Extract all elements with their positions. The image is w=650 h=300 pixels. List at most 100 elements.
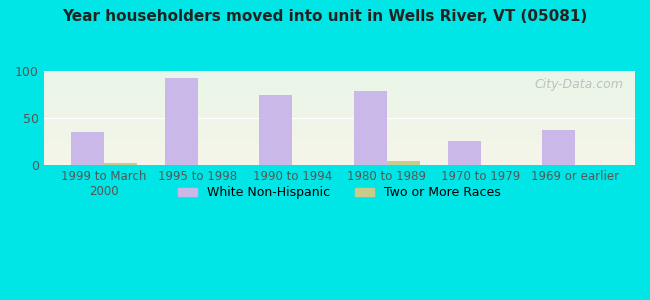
Bar [44, 159, 635, 160]
Bar [44, 147, 635, 148]
Bar [44, 136, 635, 137]
Bar [44, 135, 635, 136]
Bar [44, 114, 635, 116]
Bar [44, 118, 635, 119]
Bar [44, 121, 635, 122]
Bar [44, 89, 635, 90]
Bar [44, 123, 635, 124]
Bar [354, 91, 387, 165]
Bar [44, 81, 635, 82]
Bar [44, 139, 635, 140]
Bar [44, 161, 635, 162]
Bar [44, 85, 635, 86]
Bar [44, 97, 635, 98]
Bar [44, 102, 635, 103]
Bar [448, 141, 481, 165]
Bar [44, 130, 635, 131]
Bar [259, 94, 292, 165]
Bar [44, 91, 635, 92]
Bar [44, 116, 635, 117]
Bar [44, 105, 635, 106]
Bar [44, 103, 635, 104]
Bar [44, 151, 635, 152]
Bar [44, 111, 635, 112]
Bar [44, 122, 635, 123]
Bar [44, 86, 635, 87]
Bar [44, 113, 635, 114]
Text: City-Data.com: City-Data.com [534, 78, 623, 91]
Bar [44, 126, 635, 127]
Bar [44, 106, 635, 107]
Bar [44, 92, 635, 93]
Bar [44, 109, 635, 110]
Bar [44, 155, 635, 156]
Bar [44, 87, 635, 88]
Bar [44, 157, 635, 158]
Bar [71, 132, 103, 165]
Bar [44, 148, 635, 149]
Legend: White Non-Hispanic, Two or More Races: White Non-Hispanic, Two or More Races [173, 182, 506, 204]
Bar [44, 153, 635, 154]
Bar [44, 110, 635, 111]
Bar [44, 74, 635, 75]
Bar [44, 163, 635, 164]
Bar [44, 120, 635, 121]
Bar [44, 149, 635, 150]
Bar [542, 130, 575, 165]
Bar [44, 88, 635, 89]
Bar [44, 76, 635, 77]
Bar [44, 152, 635, 153]
Bar [44, 124, 635, 125]
Bar [44, 125, 635, 126]
Bar [44, 119, 635, 120]
Bar [44, 162, 635, 163]
Bar [44, 127, 635, 128]
Bar [44, 100, 635, 101]
Bar [44, 146, 635, 147]
Bar [44, 160, 635, 161]
Bar [44, 101, 635, 102]
Bar [44, 75, 635, 76]
Bar [44, 137, 635, 138]
Bar [44, 108, 635, 109]
Bar [44, 72, 635, 73]
Bar [44, 94, 635, 95]
Bar [44, 150, 635, 151]
Bar [44, 140, 635, 141]
Bar [44, 71, 635, 72]
Bar [44, 90, 635, 91]
Bar [44, 82, 635, 83]
Bar [44, 95, 635, 97]
Bar [165, 78, 198, 165]
Bar [44, 112, 635, 113]
Bar [103, 163, 136, 165]
Bar [44, 93, 635, 94]
Bar [44, 73, 635, 74]
Bar [44, 156, 635, 157]
Bar [44, 131, 635, 132]
Bar [44, 141, 635, 142]
Bar [44, 164, 635, 165]
Bar [44, 128, 635, 129]
Bar [44, 158, 635, 159]
Bar [44, 133, 635, 134]
Bar [44, 84, 635, 85]
Bar [44, 80, 635, 81]
Bar [44, 138, 635, 139]
Bar [44, 79, 635, 80]
Bar [387, 161, 419, 165]
Bar [44, 77, 635, 78]
Bar [44, 144, 635, 145]
Bar [44, 98, 635, 99]
Bar [44, 104, 635, 105]
Bar [44, 129, 635, 130]
Bar [44, 117, 635, 118]
Bar [44, 145, 635, 146]
Bar [44, 132, 635, 133]
Bar [44, 142, 635, 143]
Bar [44, 99, 635, 100]
Bar [44, 143, 635, 144]
Bar [44, 154, 635, 155]
Bar [44, 83, 635, 84]
Bar [44, 78, 635, 79]
